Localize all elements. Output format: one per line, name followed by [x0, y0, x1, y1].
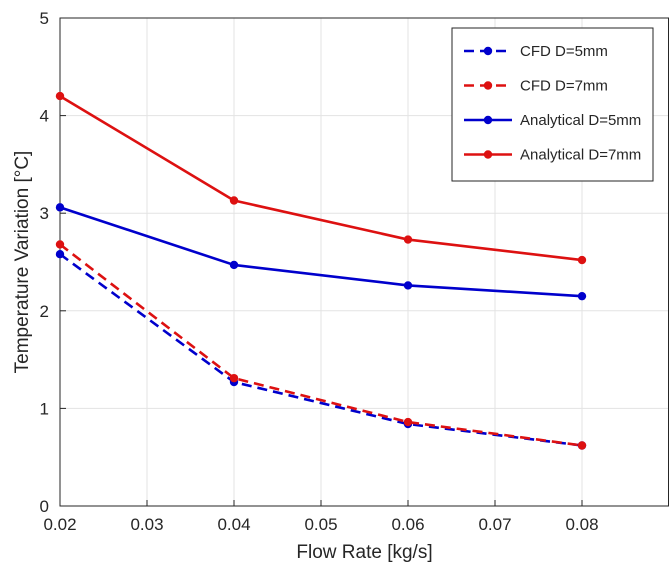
series-analytical-d-5mm: [55, 203, 587, 301]
data-point: [55, 91, 65, 101]
legend-label: CFD D=7mm: [520, 78, 608, 95]
axis-ticks: 0.02 0.03 0.04 0.05 0.06 0.07 0.08 0 1 2 3 4 5: [40, 9, 599, 534]
x-tick-label: 0.08: [565, 515, 598, 534]
y-tick-label: 5: [40, 9, 49, 28]
legend-marker: [483, 46, 493, 56]
legend-item: Analytical D=5mm: [464, 112, 641, 129]
legend-item: CFD D=5mm: [464, 43, 608, 60]
legend-label: Analytical D=7mm: [520, 147, 641, 164]
x-axis-label: Flow Rate [kg/s]: [296, 542, 432, 563]
y-tick-label: 3: [40, 204, 49, 223]
data-point: [577, 291, 587, 301]
y-tick-label: 4: [40, 107, 49, 126]
x-tick-label: 0.07: [478, 515, 511, 534]
y-axis-label: Temperature Variation [°C]: [12, 151, 33, 374]
series-cfd-d-7mm: [55, 240, 587, 450]
y-tick-label: 1: [40, 399, 49, 418]
x-tick-label: 0.04: [217, 515, 250, 534]
legend-marker: [483, 150, 493, 159]
series-lines: [55, 91, 587, 450]
y-tick-label: 2: [40, 302, 49, 321]
data-point: [55, 249, 65, 259]
data-point: [403, 417, 413, 427]
x-tick-label: 0.02: [43, 515, 76, 534]
data-point: [55, 240, 65, 249]
data-point: [577, 255, 587, 265]
data-point: [229, 196, 239, 205]
data-point: [229, 260, 239, 270]
x-tick-label: 0.03: [130, 515, 163, 534]
y-tick-label: 0: [40, 497, 49, 516]
series-line: [59, 94, 583, 262]
x-tick-label: 0.06: [391, 515, 424, 534]
x-tick-label: 0.05: [304, 515, 337, 534]
series-line: [59, 243, 583, 447]
data-point: [403, 235, 413, 244]
legend-marker: [483, 115, 493, 125]
legend-label: CFD D=5mm: [520, 43, 608, 60]
legend: CFD D=5mm CFD D=7mm Analytical D=5mm Analyt…: [451, 27, 654, 182]
data-point: [229, 373, 239, 383]
legend-item: Analytical D=7mm: [464, 147, 641, 164]
data-point: [55, 203, 65, 212]
series-analytical-d-7mm: [55, 91, 587, 265]
legend-label: Analytical D=5mm: [520, 112, 641, 129]
series-line: [59, 206, 583, 298]
legend-item: CFD D=7mm: [464, 78, 608, 95]
legend-marker: [483, 81, 493, 90]
data-point: [577, 441, 587, 450]
data-point: [403, 281, 413, 290]
